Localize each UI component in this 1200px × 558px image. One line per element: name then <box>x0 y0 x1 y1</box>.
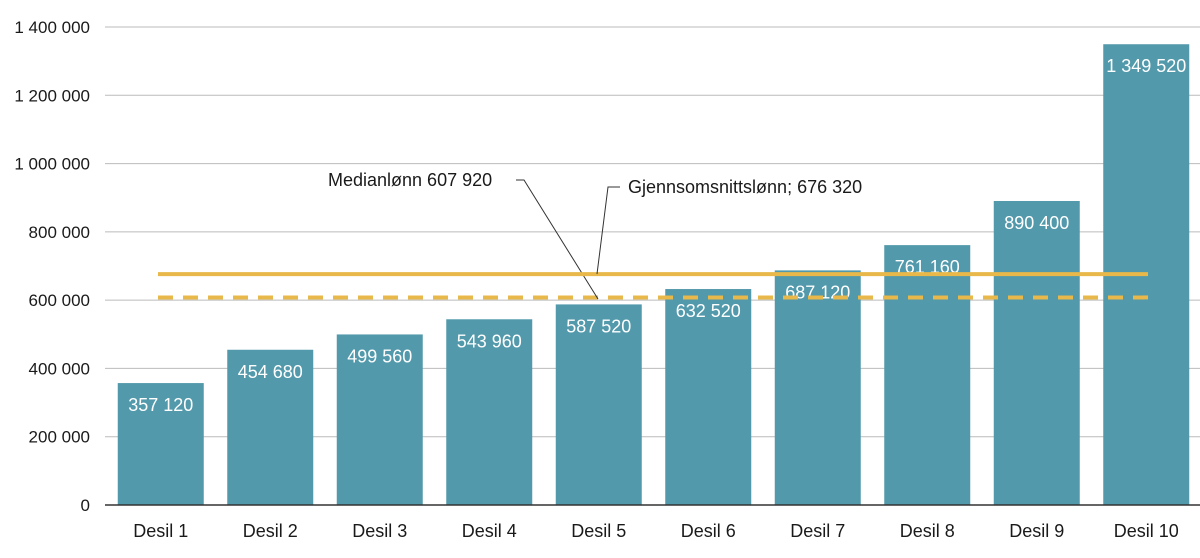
x-category-label: Desil 4 <box>462 521 517 541</box>
bar <box>446 319 533 505</box>
x-category-label: Desil 10 <box>1114 521 1179 541</box>
bar-value-label: 357 120 <box>128 395 193 415</box>
x-category-label: Desil 2 <box>243 521 298 541</box>
x-category-label: Desil 8 <box>900 521 955 541</box>
bar-value-label: 632 520 <box>676 301 741 321</box>
bar <box>227 349 314 505</box>
bars <box>117 44 1190 505</box>
bar-value-label: 499 560 <box>347 346 412 366</box>
bar-value-labels: 357 120 454 680 499 560 543 960 587 520 632 5… <box>128 56 1186 415</box>
y-tick-label: 1 400 000 <box>14 18 90 37</box>
bar-value-label: 543 960 <box>457 331 522 351</box>
x-category-label: Desil 7 <box>790 521 845 541</box>
bar-value-label: 454 680 <box>238 362 303 382</box>
bar-value-label: 587 520 <box>566 316 631 336</box>
bar <box>665 289 752 505</box>
y-tick-label: 0 <box>81 496 90 515</box>
x-category-label: Desil 5 <box>571 521 626 541</box>
x-category-label: Desil 3 <box>352 521 407 541</box>
bar <box>774 270 861 505</box>
bar <box>117 383 204 505</box>
bar <box>993 200 1080 505</box>
x-category-label: Desil 6 <box>681 521 736 541</box>
bar <box>884 245 971 505</box>
y-tick-label: 600 000 <box>29 291 90 310</box>
bar-value-label: 890 400 <box>1004 213 1069 233</box>
bar <box>555 304 642 505</box>
y-tick-label: 1 200 000 <box>14 86 90 105</box>
x-category-label: Desil 9 <box>1009 521 1064 541</box>
y-tick-label: 800 000 <box>29 223 90 242</box>
reference-lines: Medianlønn 607 920 Gjennsomsnittslønn; 67… <box>158 170 1148 300</box>
bar <box>336 334 423 505</box>
callout-leader-line <box>596 186 620 275</box>
x-category-label: Desil 1 <box>133 521 188 541</box>
y-tick-label: 1 000 000 <box>14 155 90 174</box>
reference-line-label: Medianlønn 607 920 <box>328 170 492 190</box>
y-axis-tick-labels: 0 200 000 400 000 600 000 800 000 1 000 000 1 … <box>14 18 90 515</box>
bar-value-label: 1 349 520 <box>1106 56 1186 76</box>
y-tick-label: 200 000 <box>29 428 90 447</box>
reference-line-label: Gjennsomsnittslønn; 676 320 <box>628 177 862 197</box>
x-axis-category-labels: Desil 1 Desil 2 Desil 3 Desil 4 Desil 5 Desil… <box>133 521 1179 541</box>
y-tick-label: 400 000 <box>29 359 90 378</box>
callout-leader-line <box>516 179 599 300</box>
